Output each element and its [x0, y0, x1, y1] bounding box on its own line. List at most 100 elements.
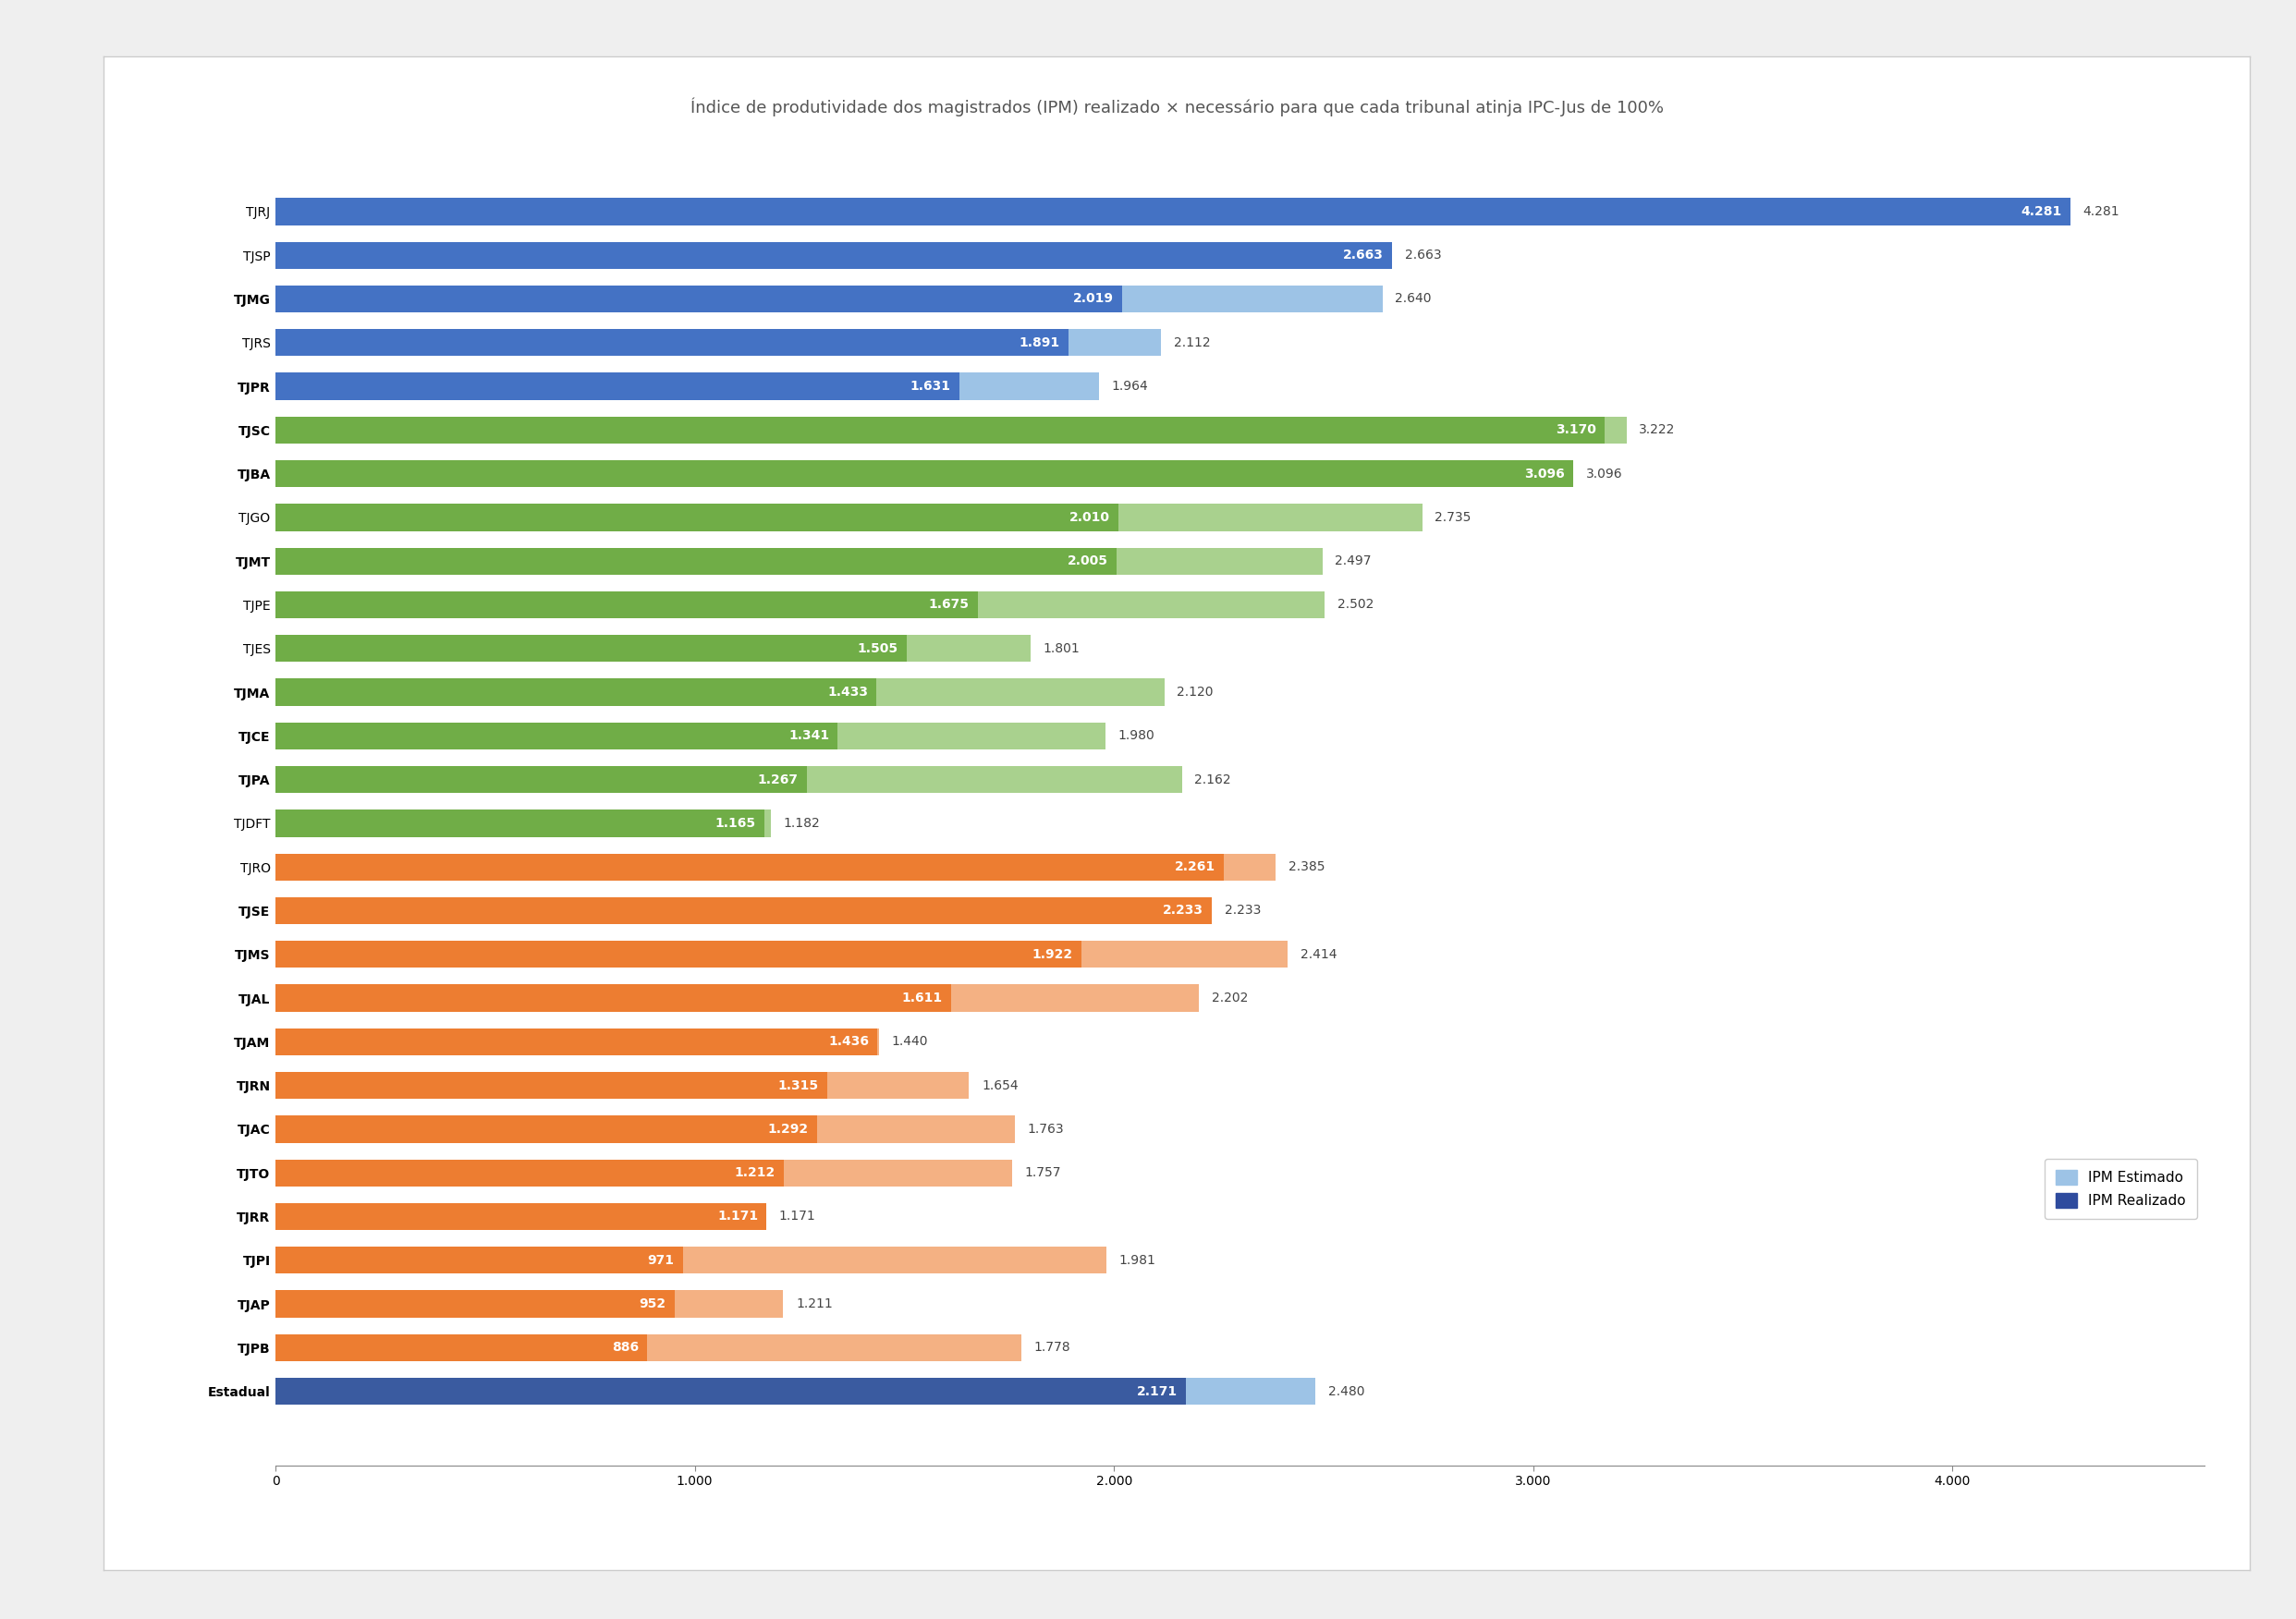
- Text: 2.502: 2.502: [1336, 599, 1373, 612]
- Text: 2.663: 2.663: [1405, 249, 1442, 262]
- Bar: [276, 329, 1162, 356]
- Bar: [276, 1247, 1107, 1274]
- Bar: [276, 285, 1123, 312]
- Text: 2.640: 2.640: [1396, 293, 1430, 306]
- Text: 2.202: 2.202: [1212, 991, 1247, 1004]
- Text: Índice de produtividade dos magistrados (IPM) realizado × necessário para que ca: Índice de produtividade dos magistrados …: [691, 97, 1662, 117]
- Bar: [276, 853, 1224, 881]
- Bar: [276, 766, 806, 793]
- Text: 1.292: 1.292: [769, 1122, 808, 1135]
- Bar: [276, 1072, 827, 1099]
- Bar: [276, 984, 951, 1012]
- Text: 1.505: 1.505: [856, 643, 898, 656]
- Text: 1.171: 1.171: [716, 1209, 758, 1222]
- Text: 2.663: 2.663: [1343, 249, 1384, 262]
- Text: 1.778: 1.778: [1033, 1341, 1070, 1353]
- Bar: [276, 722, 838, 750]
- Bar: [276, 1115, 817, 1143]
- Bar: [276, 504, 1118, 531]
- Text: 886: 886: [611, 1341, 638, 1353]
- Text: 2.120: 2.120: [1178, 686, 1215, 699]
- Text: 2.010: 2.010: [1070, 512, 1109, 525]
- Bar: [276, 1378, 1316, 1405]
- Text: 2.735: 2.735: [1435, 512, 1472, 525]
- Text: 1.182: 1.182: [783, 816, 820, 829]
- Text: 952: 952: [638, 1297, 666, 1310]
- Text: 1.981: 1.981: [1118, 1253, 1155, 1266]
- Bar: [276, 1203, 767, 1230]
- Bar: [276, 1028, 879, 1056]
- Bar: [276, 591, 1325, 618]
- Bar: [276, 241, 1391, 269]
- Bar: [276, 460, 1573, 487]
- Bar: [276, 766, 1182, 793]
- Bar: [276, 198, 2071, 225]
- Text: 1.801: 1.801: [1042, 643, 1079, 656]
- Bar: [276, 1115, 1015, 1143]
- Text: 2.497: 2.497: [1334, 555, 1371, 568]
- Text: 1.757: 1.757: [1024, 1166, 1061, 1179]
- Bar: [276, 241, 1391, 269]
- Bar: [276, 722, 1107, 750]
- Text: 3.222: 3.222: [1639, 424, 1676, 437]
- Text: 4.281: 4.281: [2082, 206, 2119, 219]
- Text: 2.261: 2.261: [1173, 860, 1215, 873]
- Text: 2.233: 2.233: [1224, 903, 1261, 916]
- Bar: [276, 984, 1199, 1012]
- Text: 1.171: 1.171: [778, 1209, 815, 1222]
- Text: 2.414: 2.414: [1300, 947, 1336, 960]
- Bar: [276, 1028, 877, 1056]
- Text: 2.385: 2.385: [1288, 860, 1325, 873]
- Bar: [276, 504, 1421, 531]
- Text: 2.112: 2.112: [1173, 337, 1210, 350]
- Text: 2.480: 2.480: [1327, 1384, 1364, 1397]
- Bar: [276, 416, 1626, 444]
- Text: 971: 971: [647, 1253, 675, 1266]
- Bar: [276, 547, 1116, 575]
- Bar: [276, 460, 1573, 487]
- Text: 1.315: 1.315: [778, 1078, 817, 1091]
- Bar: [276, 1203, 767, 1230]
- Text: 3.096: 3.096: [1587, 468, 1623, 481]
- Text: 1.763: 1.763: [1026, 1122, 1063, 1135]
- Bar: [276, 941, 1288, 968]
- Text: 3.170: 3.170: [1557, 424, 1596, 437]
- Text: 1.675: 1.675: [930, 599, 969, 612]
- Bar: [276, 372, 1100, 400]
- Bar: [276, 1290, 783, 1318]
- Text: 2.233: 2.233: [1162, 903, 1203, 916]
- Bar: [276, 198, 2071, 225]
- Bar: [276, 1159, 1013, 1187]
- Text: 1.433: 1.433: [827, 686, 868, 699]
- Text: 1.980: 1.980: [1118, 730, 1155, 743]
- Text: 2.171: 2.171: [1137, 1384, 1178, 1397]
- Text: 1.611: 1.611: [902, 991, 944, 1004]
- Bar: [276, 635, 907, 662]
- Text: 3.096: 3.096: [1525, 468, 1566, 481]
- Bar: [276, 941, 1081, 968]
- Text: 1.267: 1.267: [758, 774, 799, 787]
- Bar: [276, 853, 1277, 881]
- Text: 1.964: 1.964: [1111, 380, 1148, 393]
- Legend: IPM Estimado, IPM Realizado: IPM Estimado, IPM Realizado: [2043, 1159, 2197, 1219]
- Bar: [276, 1247, 682, 1274]
- Bar: [276, 678, 1164, 706]
- Bar: [276, 1334, 1022, 1362]
- Text: 1.165: 1.165: [714, 816, 755, 829]
- Bar: [276, 897, 1212, 924]
- Bar: [276, 810, 765, 837]
- Bar: [276, 416, 1605, 444]
- Bar: [276, 285, 1382, 312]
- Bar: [276, 635, 1031, 662]
- Text: 1.436: 1.436: [829, 1035, 870, 1047]
- Bar: [276, 678, 877, 706]
- Text: 1.341: 1.341: [788, 730, 829, 743]
- Bar: [276, 1334, 647, 1362]
- Bar: [276, 1290, 675, 1318]
- Text: 4.281: 4.281: [2020, 206, 2062, 219]
- Bar: [276, 1159, 783, 1187]
- Bar: [276, 1072, 969, 1099]
- Bar: [276, 897, 1212, 924]
- Text: 1.211: 1.211: [797, 1297, 833, 1310]
- Text: 1.654: 1.654: [983, 1078, 1017, 1091]
